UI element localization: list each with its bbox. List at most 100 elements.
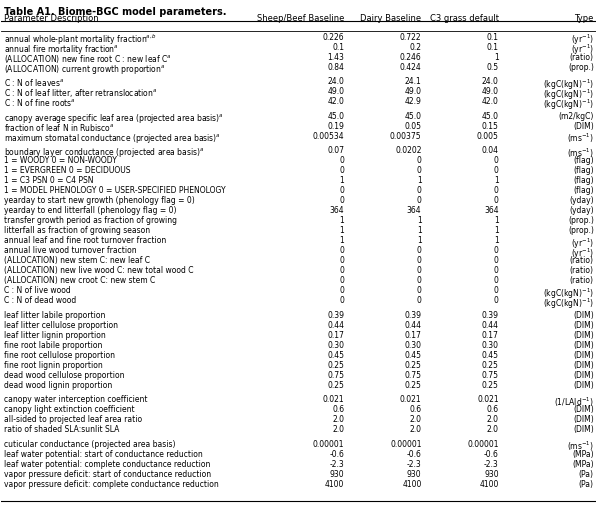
Text: (ms$^{-1}$): (ms$^{-1}$) xyxy=(567,440,594,453)
Text: (DIM): (DIM) xyxy=(573,416,594,424)
Text: 1: 1 xyxy=(340,236,344,245)
Text: C : N of dead wood: C : N of dead wood xyxy=(4,296,76,305)
Text: -0.6: -0.6 xyxy=(407,450,421,459)
Text: 0: 0 xyxy=(339,196,344,205)
Text: 0.30: 0.30 xyxy=(482,341,498,350)
Text: 2.0: 2.0 xyxy=(410,416,421,424)
Text: 0.75: 0.75 xyxy=(405,371,421,380)
Text: 0.1: 0.1 xyxy=(487,43,498,52)
Text: 930: 930 xyxy=(407,470,421,479)
Text: 49.0: 49.0 xyxy=(405,87,421,96)
Text: 0.00001: 0.00001 xyxy=(313,440,344,449)
Text: (DIM): (DIM) xyxy=(573,351,594,360)
Text: 0.25: 0.25 xyxy=(482,381,498,390)
Text: -0.6: -0.6 xyxy=(484,450,498,459)
Text: (ALLOCATION) new fine root C : new leaf C$^{a}$: (ALLOCATION) new fine root C : new leaf … xyxy=(4,53,173,65)
Text: 0.84: 0.84 xyxy=(327,62,344,72)
Text: 45.0: 45.0 xyxy=(482,112,498,121)
Text: (ALLOCATION) new live wood C: new total wood C: (ALLOCATION) new live wood C: new total … xyxy=(4,266,194,275)
Text: 2.0: 2.0 xyxy=(487,416,498,424)
Text: dead wood lignin proportion: dead wood lignin proportion xyxy=(4,381,113,390)
Text: 42.9: 42.9 xyxy=(405,97,421,106)
Text: (kgC(kgN)$^{-1}$): (kgC(kgN)$^{-1}$) xyxy=(543,296,594,311)
Text: 0: 0 xyxy=(417,166,421,175)
Text: Parameter Description: Parameter Description xyxy=(4,14,99,23)
Text: 364: 364 xyxy=(407,206,421,215)
Text: 0.44: 0.44 xyxy=(405,321,421,330)
Text: yearday to start new growth (phenology flag = 0): yearday to start new growth (phenology f… xyxy=(4,196,195,205)
Text: 0.2: 0.2 xyxy=(410,43,421,52)
Text: 49.0: 49.0 xyxy=(482,87,498,96)
Text: 0.722: 0.722 xyxy=(400,33,421,42)
Text: (ratio): (ratio) xyxy=(570,266,594,275)
Text: 1 = C3 PSN 0 = C4 PSN: 1 = C3 PSN 0 = C4 PSN xyxy=(4,176,94,185)
Text: fraction of leaf N in Rubisco$^{a}$: fraction of leaf N in Rubisco$^{a}$ xyxy=(4,122,115,133)
Text: Sheep/Beef Baseline: Sheep/Beef Baseline xyxy=(257,14,344,23)
Text: 0.25: 0.25 xyxy=(405,361,421,370)
Text: leaf litter lignin proportion: leaf litter lignin proportion xyxy=(4,331,106,340)
Text: (m2/kgC): (m2/kgC) xyxy=(558,112,594,121)
Text: C : N of leaves$^{a}$: C : N of leaves$^{a}$ xyxy=(4,77,64,88)
Text: 0: 0 xyxy=(339,266,344,275)
Text: 0: 0 xyxy=(339,287,344,295)
Text: C3 grass default: C3 grass default xyxy=(430,14,498,23)
Text: 0.6: 0.6 xyxy=(332,405,344,415)
Text: (DIM): (DIM) xyxy=(573,321,594,330)
Text: fine root labile proportion: fine root labile proportion xyxy=(4,341,103,350)
Text: 2.0: 2.0 xyxy=(333,425,344,434)
Text: 0.44: 0.44 xyxy=(482,321,498,330)
Text: Table A1. Biome-BGC model parameters.: Table A1. Biome-BGC model parameters. xyxy=(4,8,227,17)
Text: C : N of live wood: C : N of live wood xyxy=(4,287,71,295)
Text: 1.43: 1.43 xyxy=(327,53,344,61)
Text: litterfall as fraction of growing season: litterfall as fraction of growing season xyxy=(4,226,150,235)
Text: 0.39: 0.39 xyxy=(327,311,344,320)
Text: (prop.): (prop.) xyxy=(568,216,594,225)
Text: C : N of leaf litter, after retranslocation$^{a}$: C : N of leaf litter, after retranslocat… xyxy=(4,87,158,99)
Text: 1: 1 xyxy=(494,216,498,225)
Text: 0: 0 xyxy=(339,257,344,265)
Text: 0.17: 0.17 xyxy=(327,331,344,340)
Text: 1: 1 xyxy=(494,226,498,235)
Text: leaf water potential: start of conductance reduction: leaf water potential: start of conductan… xyxy=(4,450,203,459)
Text: 0: 0 xyxy=(494,257,498,265)
Text: (DIM): (DIM) xyxy=(573,381,594,390)
Text: annual live wood turnover fraction: annual live wood turnover fraction xyxy=(4,246,137,256)
Text: 0: 0 xyxy=(417,257,421,265)
Text: (ms$^{-1}$): (ms$^{-1}$) xyxy=(567,146,594,160)
Text: (ratio): (ratio) xyxy=(570,53,594,61)
Text: 0: 0 xyxy=(417,196,421,205)
Text: 0.39: 0.39 xyxy=(405,311,421,320)
Text: ratio of shaded SLA:sunlit SLA: ratio of shaded SLA:sunlit SLA xyxy=(4,425,120,434)
Text: (DIM): (DIM) xyxy=(573,405,594,415)
Text: 1 = EVERGREEN 0 = DECIDUOUS: 1 = EVERGREEN 0 = DECIDUOUS xyxy=(4,166,131,175)
Text: 0.021: 0.021 xyxy=(322,395,344,404)
Text: maximum stomatal conductance (projected area basis)$^{a}$: maximum stomatal conductance (projected … xyxy=(4,132,221,145)
Text: 0.226: 0.226 xyxy=(322,33,344,42)
Text: 0.04: 0.04 xyxy=(482,146,498,155)
Text: 1: 1 xyxy=(494,53,498,61)
Text: 0.25: 0.25 xyxy=(482,361,498,370)
Text: 1: 1 xyxy=(417,216,421,225)
Text: 0.424: 0.424 xyxy=(400,62,421,72)
Text: 0.44: 0.44 xyxy=(327,321,344,330)
Text: 2.0: 2.0 xyxy=(410,425,421,434)
Text: 0: 0 xyxy=(494,246,498,256)
Text: 0: 0 xyxy=(417,266,421,275)
Text: (DIM): (DIM) xyxy=(573,341,594,350)
Text: 930: 930 xyxy=(330,470,344,479)
Text: 0.07: 0.07 xyxy=(327,146,344,155)
Text: annual whole-plant mortality fraction$^{a,b}$: annual whole-plant mortality fraction$^{… xyxy=(4,33,158,47)
Text: 42.0: 42.0 xyxy=(327,97,344,106)
Text: 4100: 4100 xyxy=(479,480,498,489)
Text: 0: 0 xyxy=(494,186,498,195)
Text: leaf litter labile proportion: leaf litter labile proportion xyxy=(4,311,106,320)
Text: 0.75: 0.75 xyxy=(482,371,498,380)
Text: (DIM): (DIM) xyxy=(573,311,594,320)
Text: (ALLOCATION) current growth proportion$^{a}$: (ALLOCATION) current growth proportion$^… xyxy=(4,62,166,76)
Text: (1/LAId$^{-1}$): (1/LAId$^{-1}$) xyxy=(555,395,594,409)
Text: (ratio): (ratio) xyxy=(570,276,594,285)
Text: 2.0: 2.0 xyxy=(333,416,344,424)
Text: 0.021: 0.021 xyxy=(477,395,498,404)
Text: (DIM): (DIM) xyxy=(573,122,594,131)
Text: 0.30: 0.30 xyxy=(405,341,421,350)
